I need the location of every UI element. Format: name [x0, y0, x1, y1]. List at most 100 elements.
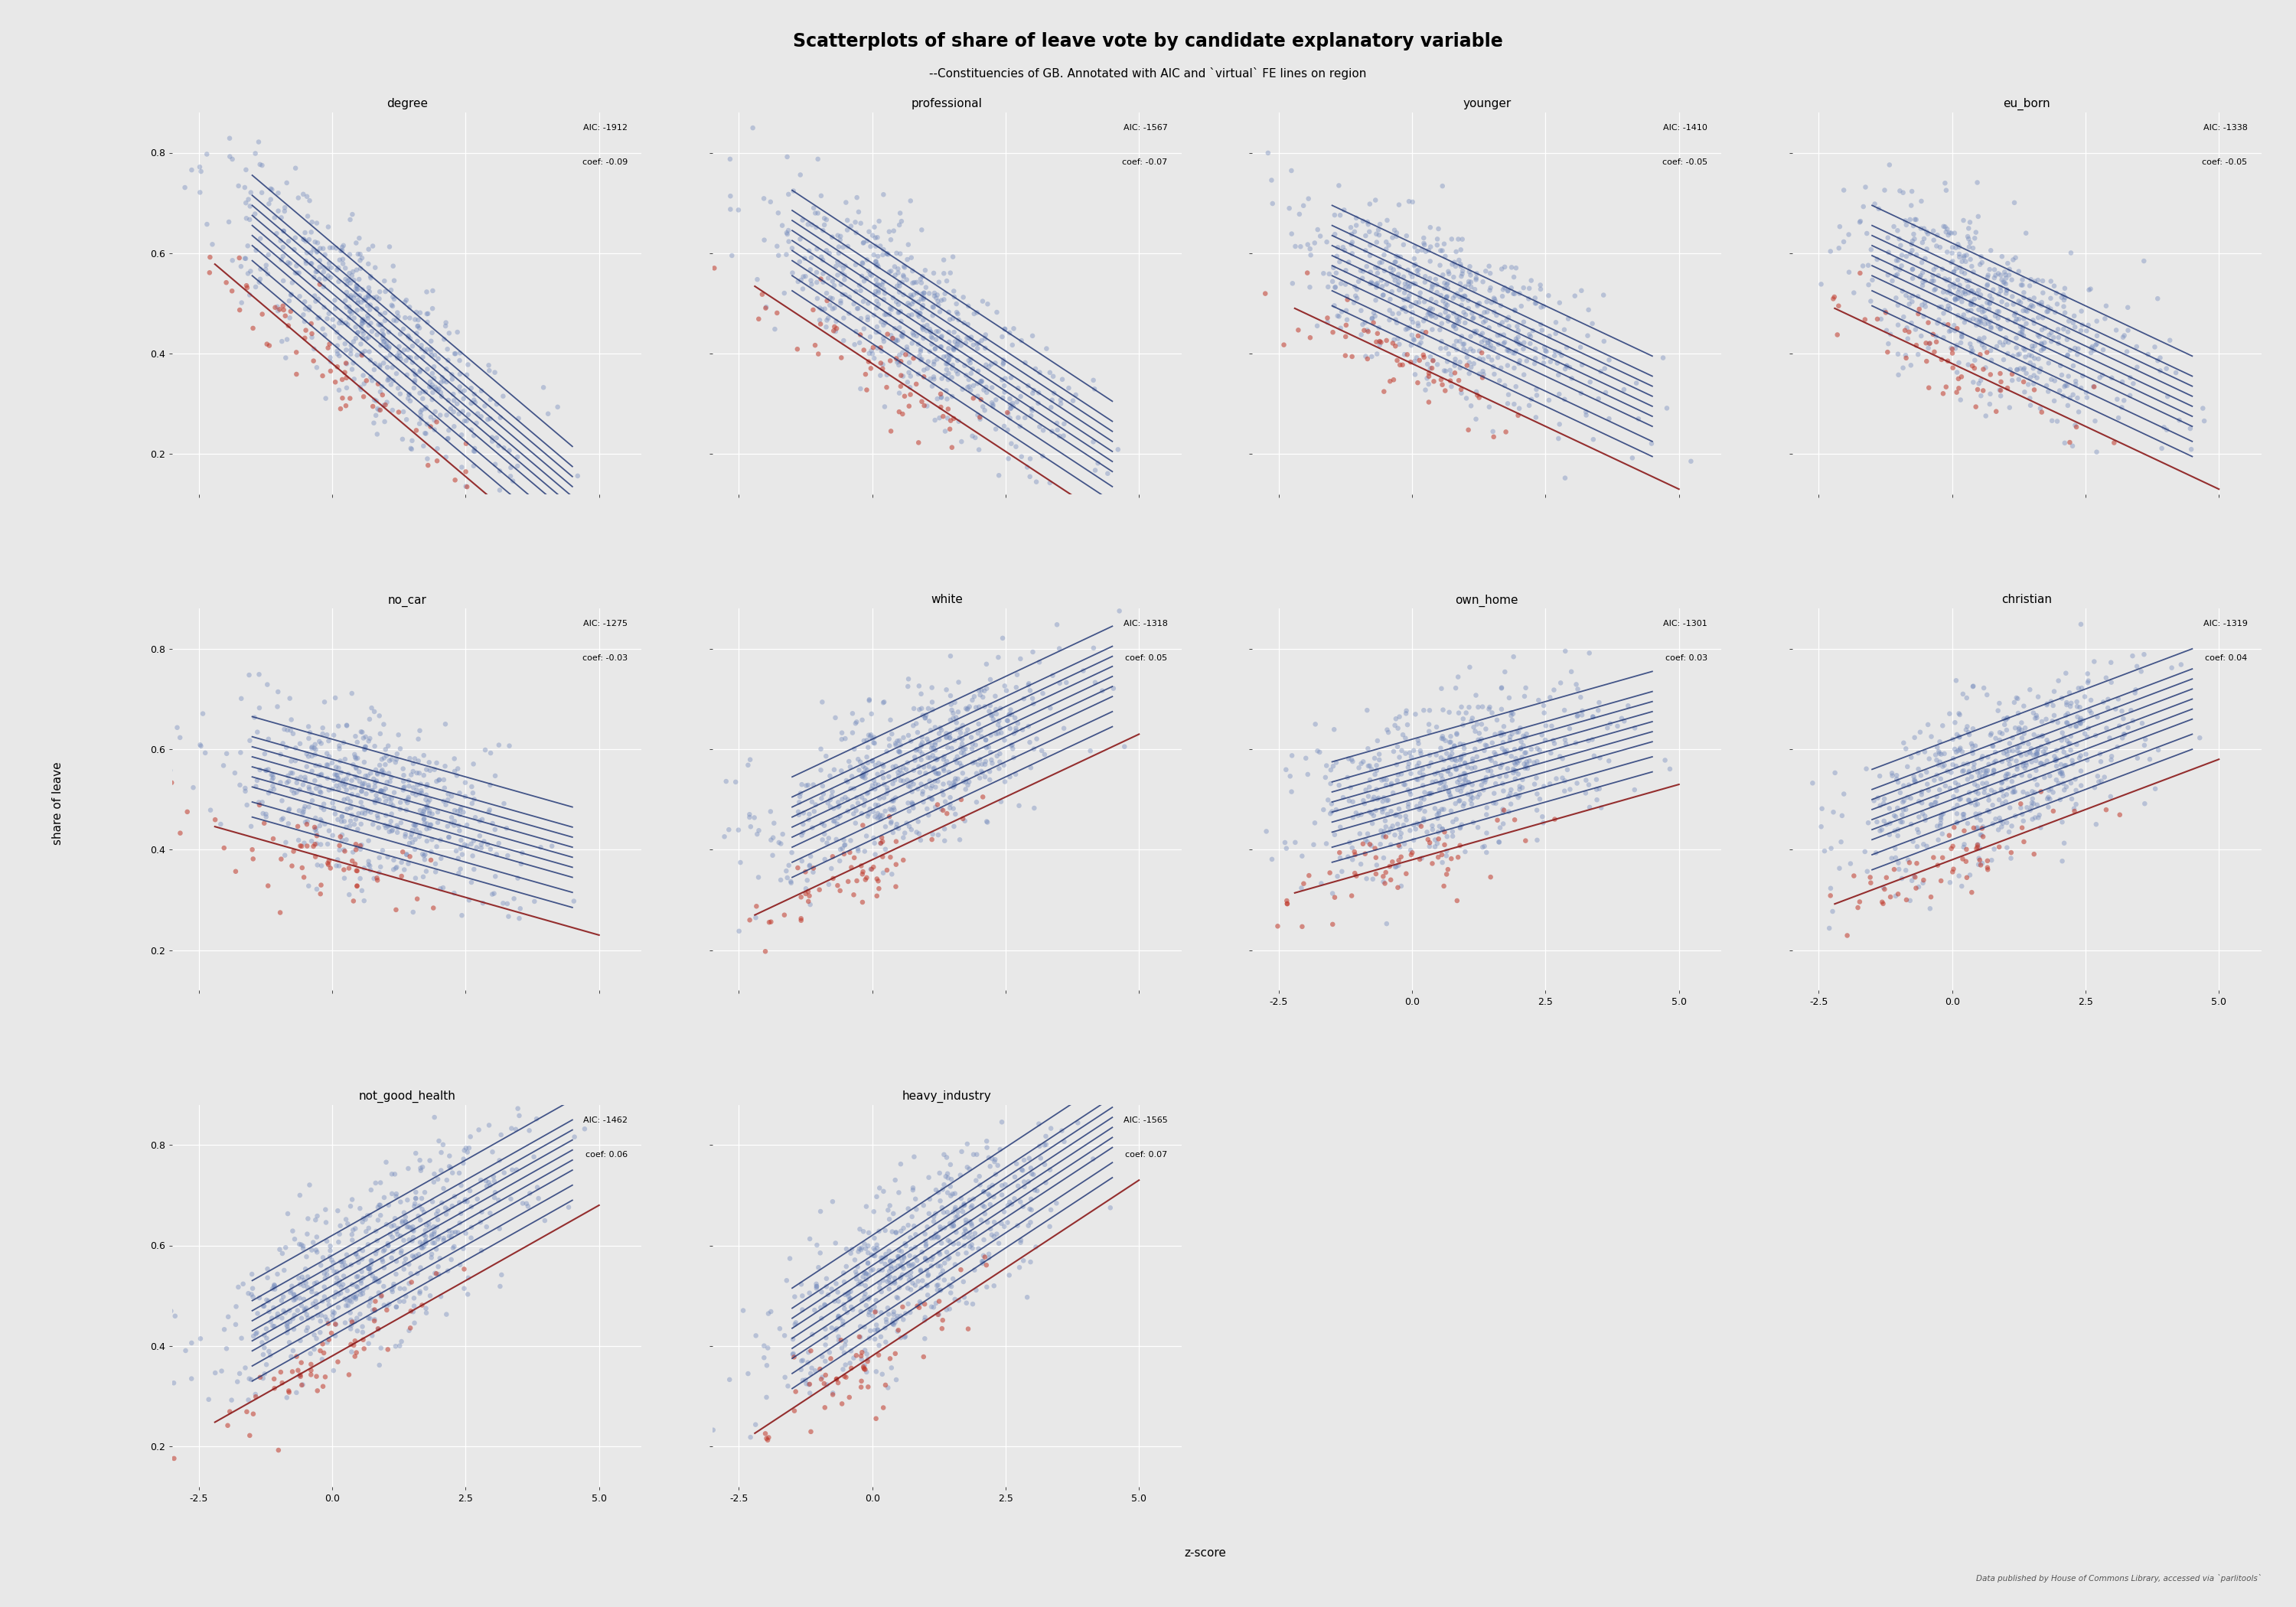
- Point: [1917, 329, 1954, 355]
- Point: [900, 776, 937, 802]
- Point: [806, 781, 843, 807]
- Point: [358, 786, 395, 812]
- Point: [2046, 831, 2082, 857]
- Point: [338, 1216, 374, 1242]
- Point: [418, 852, 455, 877]
- Point: [1437, 304, 1474, 329]
- Point: [303, 731, 340, 757]
- Point: [269, 1313, 305, 1339]
- Point: [1042, 1118, 1079, 1144]
- Point: [1428, 759, 1465, 784]
- Point: [1538, 350, 1575, 376]
- Point: [962, 1207, 999, 1233]
- Point: [944, 739, 980, 765]
- Point: [436, 341, 473, 366]
- Point: [1936, 272, 1972, 297]
- Point: [827, 1364, 863, 1390]
- Point: [895, 757, 932, 783]
- Point: [912, 339, 948, 365]
- Point: [333, 802, 370, 828]
- Point: [928, 749, 964, 775]
- Point: [1483, 256, 1520, 281]
- Point: [870, 1302, 907, 1327]
- Point: [2016, 842, 2053, 868]
- Point: [416, 1162, 452, 1188]
- Point: [1355, 787, 1391, 813]
- Point: [808, 744, 845, 770]
- Point: [420, 1199, 457, 1225]
- Point: [1430, 857, 1467, 882]
- Point: [296, 236, 333, 262]
- Point: [1958, 800, 1995, 826]
- Point: [948, 776, 985, 802]
- Point: [381, 722, 418, 747]
- Point: [425, 1228, 461, 1253]
- Point: [1963, 815, 2000, 840]
- Point: [1915, 767, 1952, 792]
- Point: [184, 159, 220, 185]
- Point: [820, 789, 856, 815]
- Point: [792, 892, 829, 918]
- Point: [1988, 281, 2025, 307]
- Point: [1368, 717, 1405, 742]
- Point: [1972, 283, 2009, 309]
- Point: [877, 829, 914, 855]
- Point: [1903, 273, 1940, 299]
- Point: [1322, 315, 1359, 341]
- Point: [1357, 746, 1394, 771]
- Point: [1506, 725, 1543, 750]
- Point: [441, 374, 478, 400]
- Point: [1582, 746, 1619, 771]
- Point: [303, 881, 340, 906]
- Point: [967, 678, 1003, 704]
- Point: [845, 889, 882, 914]
- Point: [381, 381, 418, 407]
- Point: [333, 1186, 370, 1212]
- Point: [1481, 815, 1518, 840]
- Point: [344, 779, 381, 805]
- Point: [1006, 1194, 1042, 1220]
- Point: [1851, 810, 1887, 836]
- Point: [287, 1295, 324, 1321]
- Point: [2016, 705, 2053, 731]
- Point: [241, 757, 278, 783]
- Point: [1389, 223, 1426, 249]
- Point: [342, 1302, 379, 1327]
- Point: [266, 1300, 303, 1326]
- Point: [1380, 301, 1417, 326]
- Point: [739, 818, 776, 844]
- Point: [1424, 762, 1460, 787]
- Point: [1254, 167, 1290, 193]
- Point: [792, 852, 829, 877]
- Point: [1486, 778, 1522, 804]
- Point: [1313, 799, 1350, 824]
- Point: [1483, 310, 1520, 336]
- Point: [971, 767, 1008, 792]
- Point: [338, 755, 374, 781]
- Point: [328, 272, 365, 297]
- Point: [1001, 646, 1038, 672]
- Point: [1874, 268, 1910, 294]
- Point: [1322, 299, 1359, 325]
- Point: [1483, 675, 1520, 701]
- Point: [400, 726, 436, 752]
- Point: [1371, 233, 1407, 259]
- Point: [868, 739, 905, 765]
- Point: [1026, 1170, 1063, 1196]
- Point: [1952, 268, 1988, 294]
- Point: [2050, 731, 2087, 757]
- Point: [2069, 725, 2105, 750]
- Point: [1302, 223, 1339, 249]
- Point: [248, 804, 285, 829]
- Point: [824, 720, 861, 746]
- Point: [1444, 292, 1481, 318]
- Point: [324, 770, 360, 795]
- Point: [859, 805, 895, 831]
- Point: [1926, 214, 1963, 239]
- Point: [1394, 760, 1430, 786]
- Point: [457, 381, 494, 407]
- Point: [1481, 763, 1518, 789]
- Point: [882, 270, 918, 296]
- Point: [1945, 302, 1981, 328]
- Point: [891, 667, 928, 693]
